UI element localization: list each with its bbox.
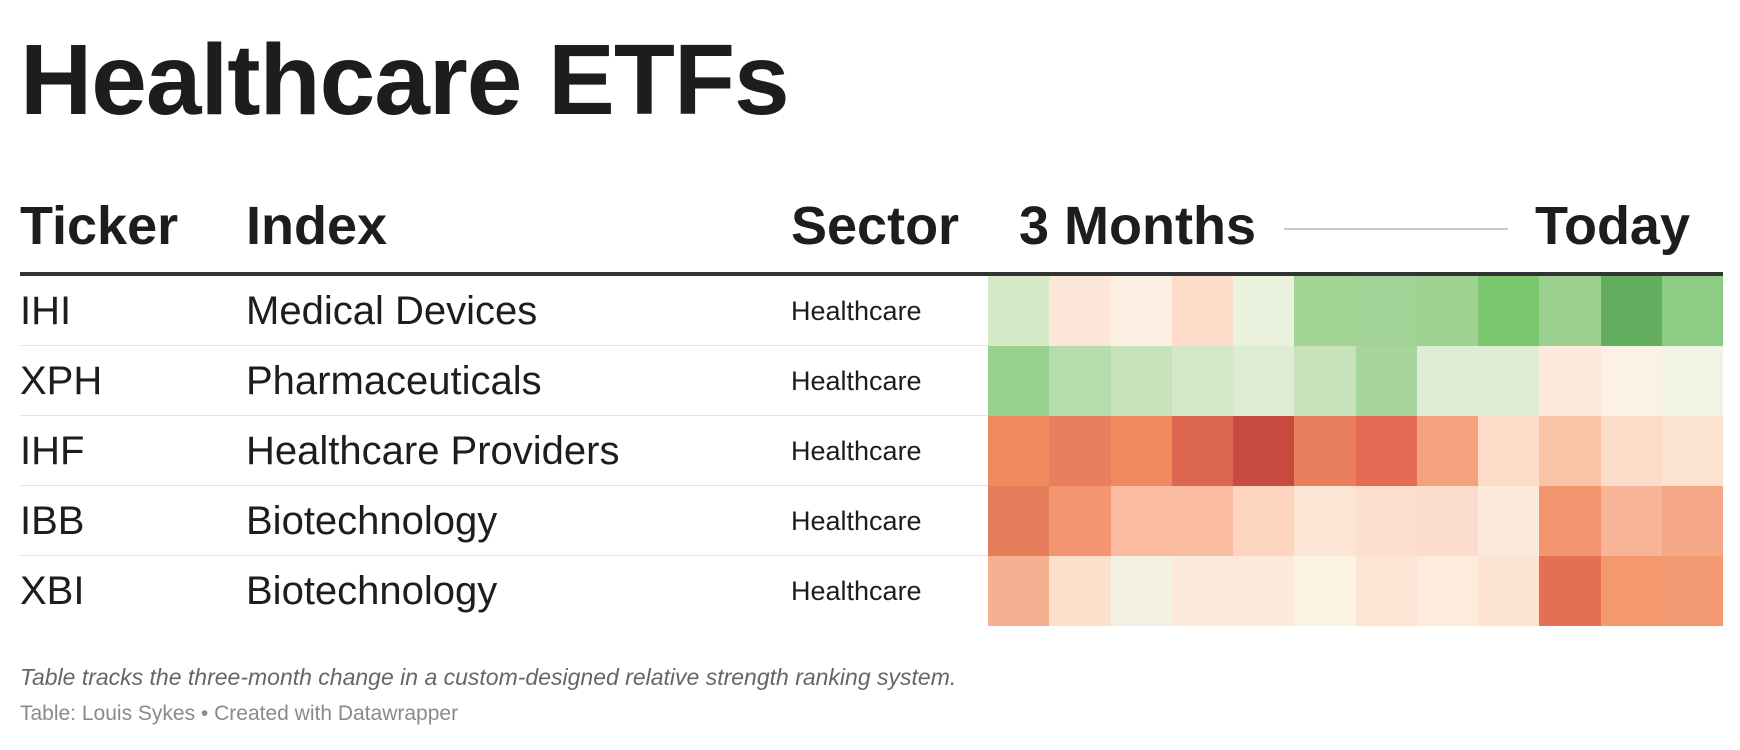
table-row: IBB Biotechnology Healthcare	[20, 486, 1723, 556]
sector-cell: Healthcare	[791, 366, 922, 396]
heatmap-cell	[1600, 486, 1662, 556]
heatmap-cell	[1355, 556, 1417, 626]
heatmap-cell	[1478, 486, 1540, 556]
heatmap-cell	[1294, 276, 1356, 346]
ticker-cell: IHI	[20, 289, 72, 333]
heatmap-cell	[1416, 486, 1478, 556]
heatmap-strip	[988, 416, 1723, 486]
sector-cell: Healthcare	[791, 576, 922, 606]
heatmap-cell	[988, 346, 1050, 416]
index-cell: Biotechnology	[246, 569, 498, 613]
heatmap-cell	[1355, 276, 1417, 346]
heatmap-cell	[1539, 276, 1601, 346]
heatmap-cell	[1294, 346, 1356, 416]
heatmap-cell	[1539, 486, 1601, 556]
heatmap-cell	[1171, 486, 1233, 556]
heatmap-cell	[1355, 416, 1417, 486]
heatmap-cell	[1171, 556, 1233, 626]
column-header-sector[interactable]: Sector	[791, 196, 960, 256]
heatmap-cell	[1600, 276, 1662, 346]
heatmap-cell	[1661, 556, 1723, 626]
sector-cell: Healthcare	[791, 296, 922, 326]
index-cell: Biotechnology	[246, 499, 498, 543]
chart-title: Healthcare ETFs	[20, 24, 790, 136]
heatmap-cell	[1110, 276, 1172, 346]
heatmap-cell	[1661, 276, 1723, 346]
heatmap-cell	[1049, 276, 1111, 346]
table-row: IHF Healthcare Providers Healthcare	[20, 416, 1723, 486]
heatmap-cell	[1416, 346, 1478, 416]
heatmap-cell	[988, 276, 1050, 346]
ticker-cell: IBB	[20, 499, 85, 543]
heatmap-cell	[1294, 486, 1356, 556]
heatmap-cell	[1539, 556, 1601, 626]
heatmap-cell	[988, 416, 1050, 486]
heatmap-cell	[1600, 416, 1662, 486]
heatmap-cell	[1416, 276, 1478, 346]
heatmap-cell	[1478, 556, 1540, 626]
heatmap-cell	[1110, 416, 1172, 486]
heatmap-cell	[1233, 276, 1295, 346]
heatmap-strip	[988, 346, 1723, 416]
index-cell: Pharmaceuticals	[246, 359, 542, 403]
column-header-index[interactable]: Index	[246, 196, 388, 256]
heatmap-cell	[1355, 346, 1417, 416]
heatmap-cell	[1294, 416, 1356, 486]
heatmap-cell	[1478, 276, 1540, 346]
heatmap-cell	[1661, 416, 1723, 486]
table-header: Ticker Index Sector 3 Months Today	[20, 192, 1723, 276]
heatmap-strip	[988, 276, 1723, 346]
heatmap-cell	[1049, 416, 1111, 486]
heatmap-cell	[1478, 346, 1540, 416]
heatmap-cell	[1478, 416, 1540, 486]
heatmap-cell	[1416, 556, 1478, 626]
heatmap-strip	[988, 556, 1723, 626]
heatmap-cell	[1600, 346, 1662, 416]
heatmap-cell	[1171, 416, 1233, 486]
table-row: XPH Pharmaceuticals Healthcare	[20, 346, 1723, 416]
heatmap-cell	[1110, 346, 1172, 416]
chart-notes: Table tracks the three-month change in a…	[20, 664, 957, 690]
column-header-ticker[interactable]: Ticker	[20, 196, 179, 256]
table-body: IHI Medical Devices Healthcare XPH Pharmaceu…	[20, 276, 1723, 626]
table-row: XBI Biotechnology Healthcare	[20, 556, 1723, 626]
heatmap-cell	[1661, 346, 1723, 416]
ticker-cell: IHF	[20, 429, 85, 473]
sector-cell: Healthcare	[791, 436, 922, 466]
heatmap-cell	[1539, 416, 1601, 486]
heatmap-cell	[988, 486, 1050, 556]
index-cell: Medical Devices	[246, 289, 538, 333]
heatmap-cell	[1049, 556, 1111, 626]
ticker-cell: XBI	[20, 569, 85, 613]
heatmap-cell	[1049, 346, 1111, 416]
heatmap-cell	[1355, 486, 1417, 556]
heatmap-cell	[1416, 416, 1478, 486]
table-row: IHI Medical Devices Healthcare	[20, 276, 1723, 346]
heatmap-cell	[1110, 486, 1172, 556]
heatmap-cell	[1600, 556, 1662, 626]
heatmap-cell	[1110, 556, 1172, 626]
heatmap-cell	[1539, 346, 1601, 416]
heatmap-cell	[1661, 486, 1723, 556]
sector-cell: Healthcare	[791, 506, 922, 536]
heatmap-strip	[988, 486, 1723, 556]
index-cell: Healthcare Providers	[246, 429, 620, 473]
range-divider-line	[1284, 228, 1508, 230]
heatmap-cell	[1233, 556, 1295, 626]
heatmap-cell	[1233, 346, 1295, 416]
heatmap-cell	[1233, 416, 1295, 486]
heatmap-cell	[1171, 346, 1233, 416]
heatmap-cell	[988, 556, 1050, 626]
ticker-cell: XPH	[20, 359, 103, 403]
heatmap-cell	[1294, 556, 1356, 626]
heatmap-cell	[1171, 276, 1233, 346]
column-header-range-end: Today	[1534, 196, 1690, 256]
heatmap-cell	[1233, 486, 1295, 556]
column-header-range-start: 3 Months	[1019, 196, 1256, 256]
heatmap-cell	[1049, 486, 1111, 556]
chart-credit: Table: Louis Sykes • Created with Datawr…	[20, 702, 459, 725]
